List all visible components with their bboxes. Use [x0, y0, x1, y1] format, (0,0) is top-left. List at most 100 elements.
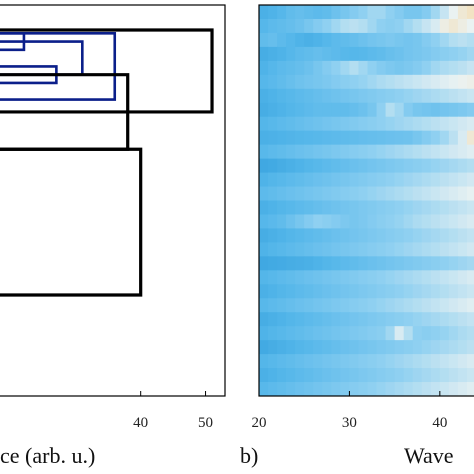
heatmap-cell	[286, 340, 296, 355]
heatmap-cell	[376, 74, 387, 90]
heatmap-cell	[430, 158, 441, 174]
heatmap-cell	[394, 158, 405, 174]
heatmap-cell	[277, 284, 287, 299]
heatmap-cell	[322, 88, 332, 104]
heatmap-cell	[313, 88, 323, 104]
heatmap-cell	[394, 74, 405, 90]
heatmap-cell	[448, 116, 459, 132]
heatmap-cell	[403, 186, 414, 202]
heatmap-cell	[421, 130, 432, 146]
heatmap-cell	[304, 270, 314, 285]
heatmap-cell	[412, 326, 423, 341]
heatmap-cell	[349, 228, 360, 243]
heatmap-cell	[448, 46, 459, 62]
heatmap-cell	[331, 200, 341, 216]
heatmap-cell	[268, 228, 278, 243]
heatmap-cell	[322, 326, 332, 341]
heatmap-cell	[367, 172, 378, 188]
heatmap-cell	[421, 214, 432, 230]
heatmap-cell	[394, 46, 405, 62]
heatmap-cell	[394, 312, 405, 327]
heatmap-cell	[304, 186, 314, 202]
heatmap-cell	[268, 32, 278, 48]
heatmap-cell	[394, 270, 405, 285]
heatmap-cell	[277, 46, 287, 62]
heatmap-cell	[412, 368, 423, 383]
heatmap-cell	[277, 116, 287, 132]
heatmap-cell	[358, 284, 369, 299]
heatmap-cell	[331, 186, 341, 202]
heatmap-cell	[304, 340, 314, 355]
heatmap-cell	[466, 186, 474, 202]
heatmap-cell	[394, 354, 405, 369]
heatmap-cell	[313, 228, 323, 243]
heatmap-cell	[304, 130, 314, 146]
heatmap-cell	[286, 88, 296, 104]
heatmap-cell	[304, 214, 314, 230]
heatmap-cell	[286, 5, 296, 20]
heatmap-cell	[439, 368, 450, 383]
heatmap-cell	[439, 60, 450, 76]
heatmap-cell	[448, 88, 459, 104]
heatmap-cell	[322, 144, 332, 160]
heatmap-cell	[394, 298, 405, 313]
heatmap-cell	[403, 242, 414, 257]
heatmap-cell	[304, 326, 314, 341]
heatmap-cell	[295, 18, 305, 34]
dendrogram-x-tick-label-1: 50	[198, 415, 213, 431]
heatmap-cell	[349, 144, 360, 160]
heatmap-cell	[367, 88, 378, 104]
heatmap-cell	[268, 312, 278, 327]
heatmap-cell	[295, 382, 305, 396]
heatmap-cell	[340, 60, 351, 76]
heatmap-cell	[430, 144, 441, 160]
heatmap-cell	[430, 340, 441, 355]
heatmap-cell	[421, 326, 432, 341]
heatmap-cell	[259, 46, 269, 62]
heatmap-cell	[412, 284, 423, 299]
heatmap-cell	[277, 5, 287, 20]
heatmap-cell	[277, 144, 287, 160]
heatmap-cell	[466, 158, 474, 174]
heatmap-cell	[277, 242, 287, 257]
heatmap-cell	[277, 228, 287, 243]
heatmap-cell	[331, 214, 341, 230]
heatmap-cell	[286, 326, 296, 341]
heatmap-cell	[304, 46, 314, 62]
heatmap-cell	[322, 354, 332, 369]
heatmap-cell	[457, 186, 468, 202]
heatmap-cell	[403, 256, 414, 271]
heatmap-cell	[412, 5, 423, 20]
heatmap-cell	[304, 382, 314, 396]
heatmap-cell	[304, 74, 314, 90]
heatmap-cell	[277, 312, 287, 327]
heatmap-cell	[268, 242, 278, 257]
heatmap-cell	[448, 256, 459, 271]
heatmap-cell	[430, 32, 441, 48]
heatmap-cell	[412, 214, 423, 230]
heatmap-cell	[457, 144, 468, 160]
heatmap-cell	[385, 340, 396, 355]
heatmap-cell	[403, 32, 414, 48]
heatmap-cell	[457, 200, 468, 216]
heatmap-cell	[457, 354, 468, 369]
heatmap-cell	[304, 60, 314, 76]
heatmap-cell	[340, 5, 351, 20]
heatmap-cell	[349, 172, 360, 188]
heatmap-cell	[286, 116, 296, 132]
heatmap-cell	[439, 130, 450, 146]
heatmap-cell	[349, 102, 360, 118]
heatmap-cell	[268, 200, 278, 216]
heatmap-cell	[376, 298, 387, 313]
heatmap-cell	[268, 18, 278, 34]
heatmap-cell	[322, 242, 332, 257]
heatmap-cell	[403, 354, 414, 369]
heatmap-cell	[457, 270, 468, 285]
heatmap-cell	[322, 340, 332, 355]
heatmap-cell	[421, 46, 432, 62]
heatmap-cell	[376, 340, 387, 355]
heatmap-cell	[331, 326, 341, 341]
heatmap-cell	[322, 32, 332, 48]
heatmap-cell	[259, 242, 269, 257]
heatmap-cell	[394, 88, 405, 104]
